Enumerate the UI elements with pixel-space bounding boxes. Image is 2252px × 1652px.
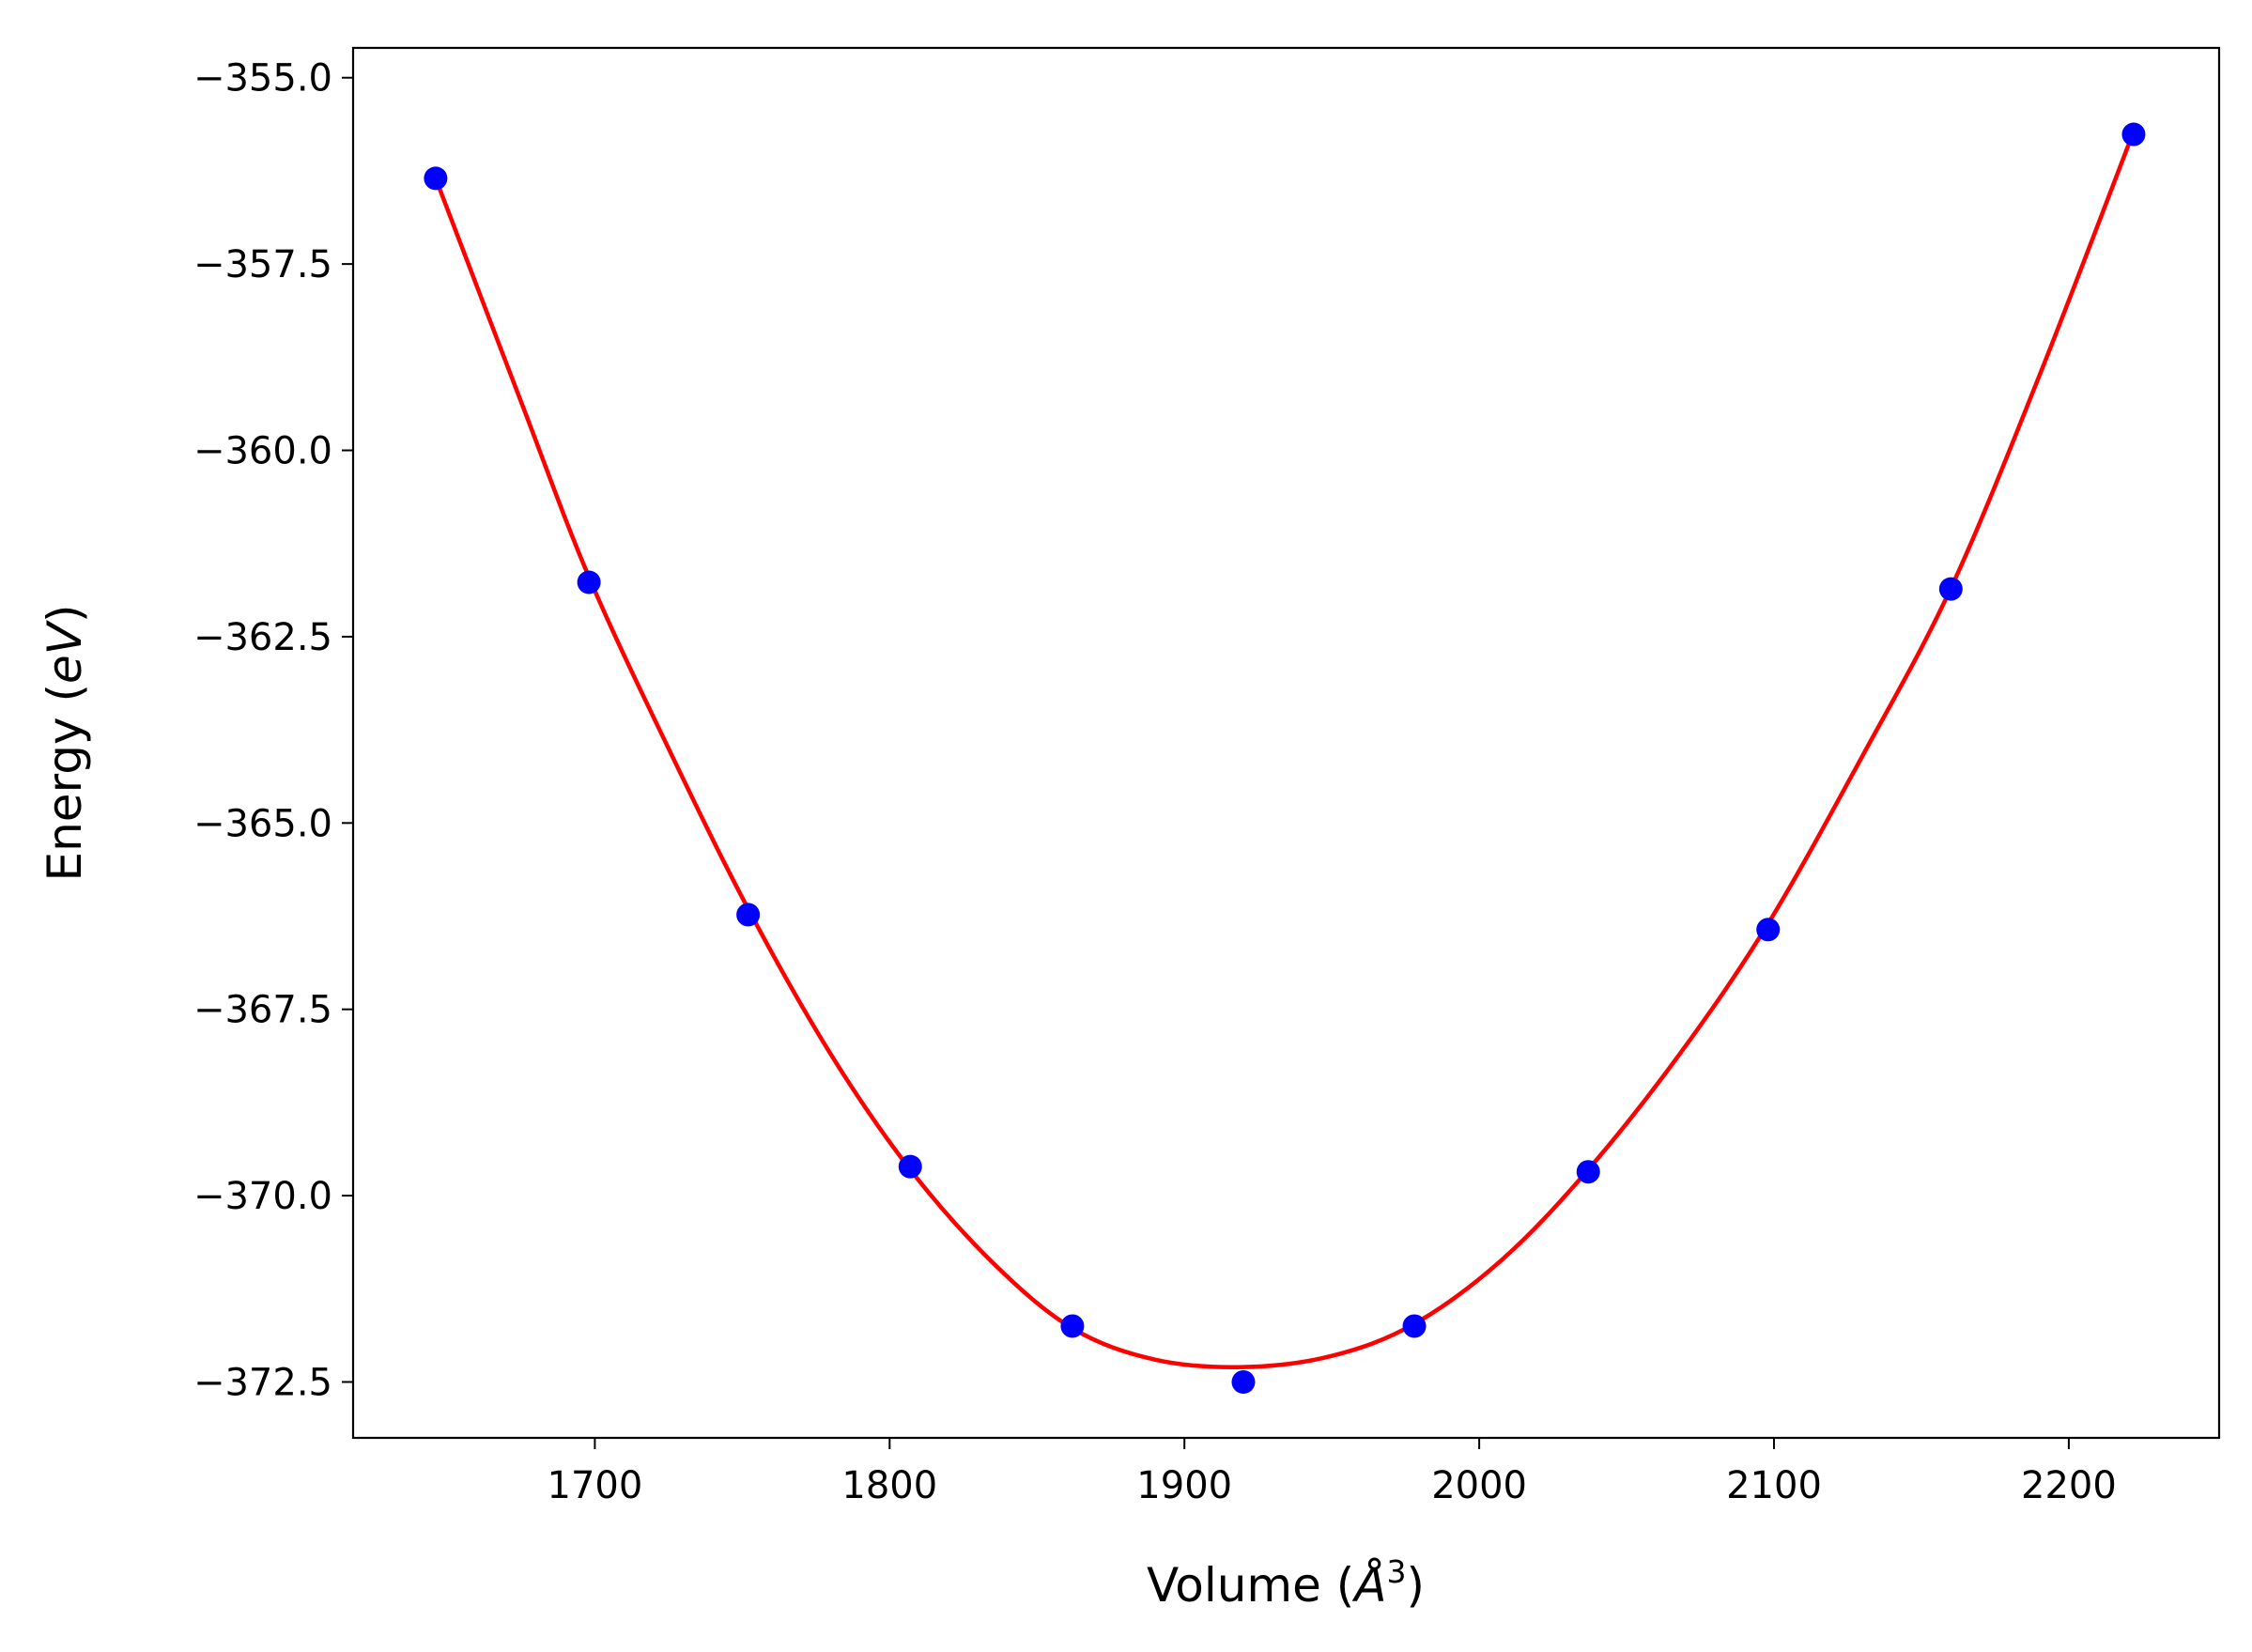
fit-curve-series-line [433,131,2136,1369]
y-axis-label-unit: eV [38,619,92,684]
data-point [1756,918,1781,942]
x-tick-label: 1700 [548,1464,643,1507]
y-tick-label: −360.0 [193,430,332,473]
data-point [1060,1314,1085,1338]
y-tick-label: −362.5 [193,616,332,659]
y-axis-label-suffix: ) [38,605,92,624]
y-axis-label: Energy (eV) [38,605,92,882]
x-tick-label: 1800 [841,1464,937,1507]
x-axis-label-exponent: 3 [1387,1553,1407,1590]
y-axis-ticks: −355.0 −357.5 −360.0 −362.5 −365.0 −367.5 −370… [193,57,353,1404]
y-axis-label-prefix: Energy ( [38,684,92,881]
data-point [577,570,601,594]
data-point [1576,1160,1600,1184]
plot-frame [351,46,2221,1440]
x-tick-label: 2100 [1726,1464,1822,1507]
data-points-group [424,122,2146,1394]
data-point [1231,1369,1256,1394]
x-tick-label: 1900 [1136,1464,1232,1507]
data-point [1938,577,1963,601]
x-axis-label-prefix: Volume ( [1147,1558,1354,1613]
y-tick-label: −365.0 [193,802,332,845]
y-tick-label: −355.0 [193,57,332,100]
data-point [736,903,761,927]
data-point [2121,122,2146,147]
data-point [424,166,448,191]
x-axis-ticks: 1700 1800 1900 2000 2100 2200 [548,1438,2117,1507]
plot-area-background [353,48,2219,1438]
y-tick-label: −357.5 [193,243,332,286]
x-axis-label-unit: Å [1351,1558,1386,1613]
y-tick-label: −370.0 [193,1175,332,1218]
y-tick-label: −372.5 [193,1361,332,1404]
x-tick-label: 2200 [2021,1464,2117,1507]
x-axis-label-suffix: ) [1407,1558,1426,1613]
y-tick-label: −367.5 [193,989,332,1032]
data-point [1402,1314,1427,1338]
x-axis-label: Volume (Å3) [1147,1553,1425,1613]
data-point [898,1154,922,1179]
x-tick-label: 2000 [1431,1464,1527,1507]
